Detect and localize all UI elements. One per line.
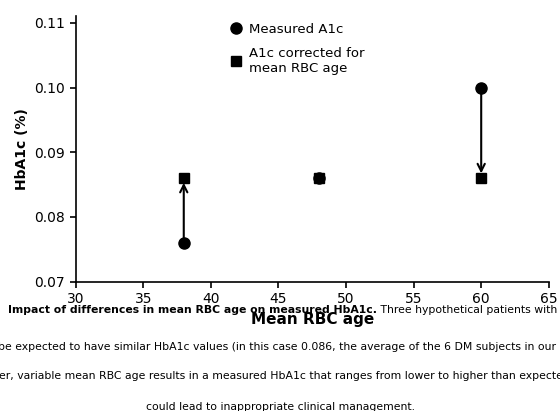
Text: Three hypothetical patients with identical glycation rates: Three hypothetical patients with identic… [377, 305, 560, 315]
Text: could lead to inappropriate clinical management.: could lead to inappropriate clinical man… [146, 402, 414, 411]
Text: However, variable mean RBC age results in a measured HbA1c that ranges from lowe: However, variable mean RBC age results i… [0, 371, 560, 381]
Y-axis label: HbA1c (%): HbA1c (%) [15, 108, 29, 190]
Text: Impact of differences in mean RBC age on measured HbA1c.: Impact of differences in mean RBC age on… [8, 305, 377, 315]
Legend: Measured A1c, A1c corrected for
mean RBC age: Measured A1c, A1c corrected for mean RBC… [224, 18, 370, 80]
X-axis label: Mean RBC age: Mean RBC age [250, 312, 374, 326]
Text: would be expected to have similar HbA1c values (in this case 0.086, the average : would be expected to have similar HbA1c … [0, 342, 560, 352]
